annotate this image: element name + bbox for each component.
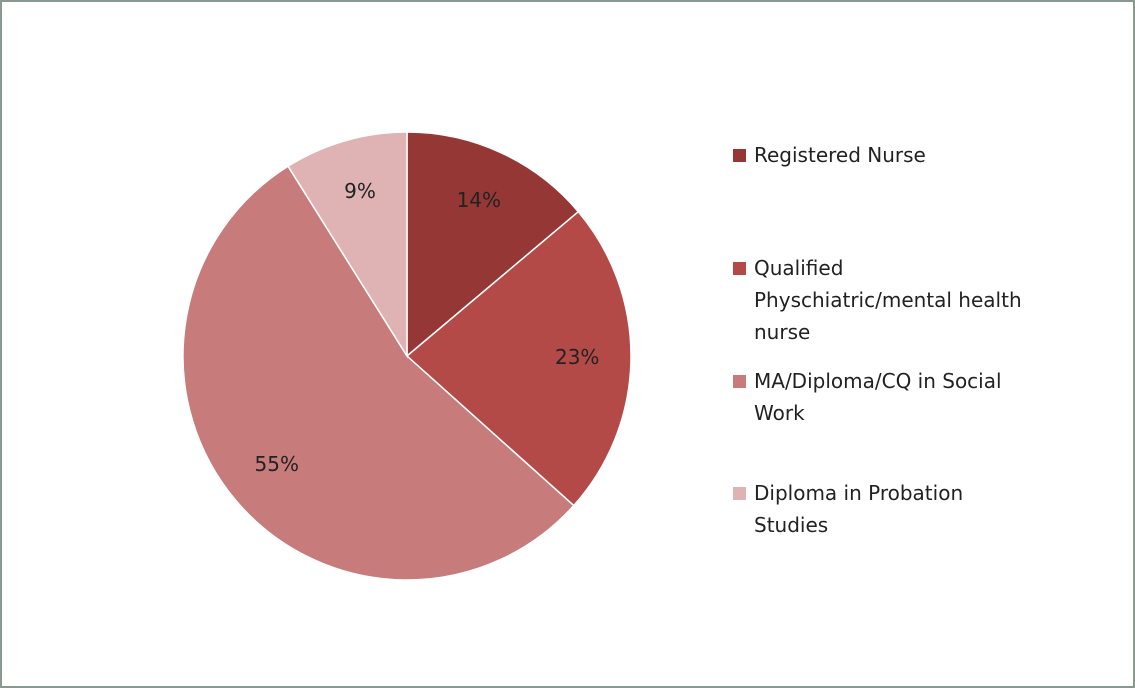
legend-label: MA/Diploma/CQ in Social Work: [754, 369, 1002, 425]
pie-slice: [182, 165, 575, 581]
legend-label: Registered Nurse: [754, 143, 926, 167]
legend-item: Qualified Physchiatric/mental health nur…: [733, 252, 1033, 348]
pie-slice: [406, 131, 580, 358]
data-label: 9%: [344, 179, 376, 203]
legend-label: Qualified Physchiatric/mental health nur…: [754, 256, 1022, 344]
legend-swatch: [733, 149, 746, 162]
legend-item: Registered Nurse: [733, 139, 1033, 171]
legend-swatch: [733, 375, 746, 388]
legend-item: Diploma in Probation Studies: [733, 477, 1033, 541]
data-label: 14%: [457, 188, 501, 212]
legend-item: MA/Diploma/CQ in Social Work: [733, 365, 1033, 429]
data-label: 55%: [255, 452, 299, 476]
pie-slice: [287, 131, 408, 359]
data-label: 23%: [555, 345, 599, 369]
pie-slice: [405, 210, 632, 507]
legend-swatch: [733, 262, 746, 275]
legend-swatch: [733, 487, 746, 500]
legend-label: Diploma in Probation Studies: [754, 481, 964, 537]
